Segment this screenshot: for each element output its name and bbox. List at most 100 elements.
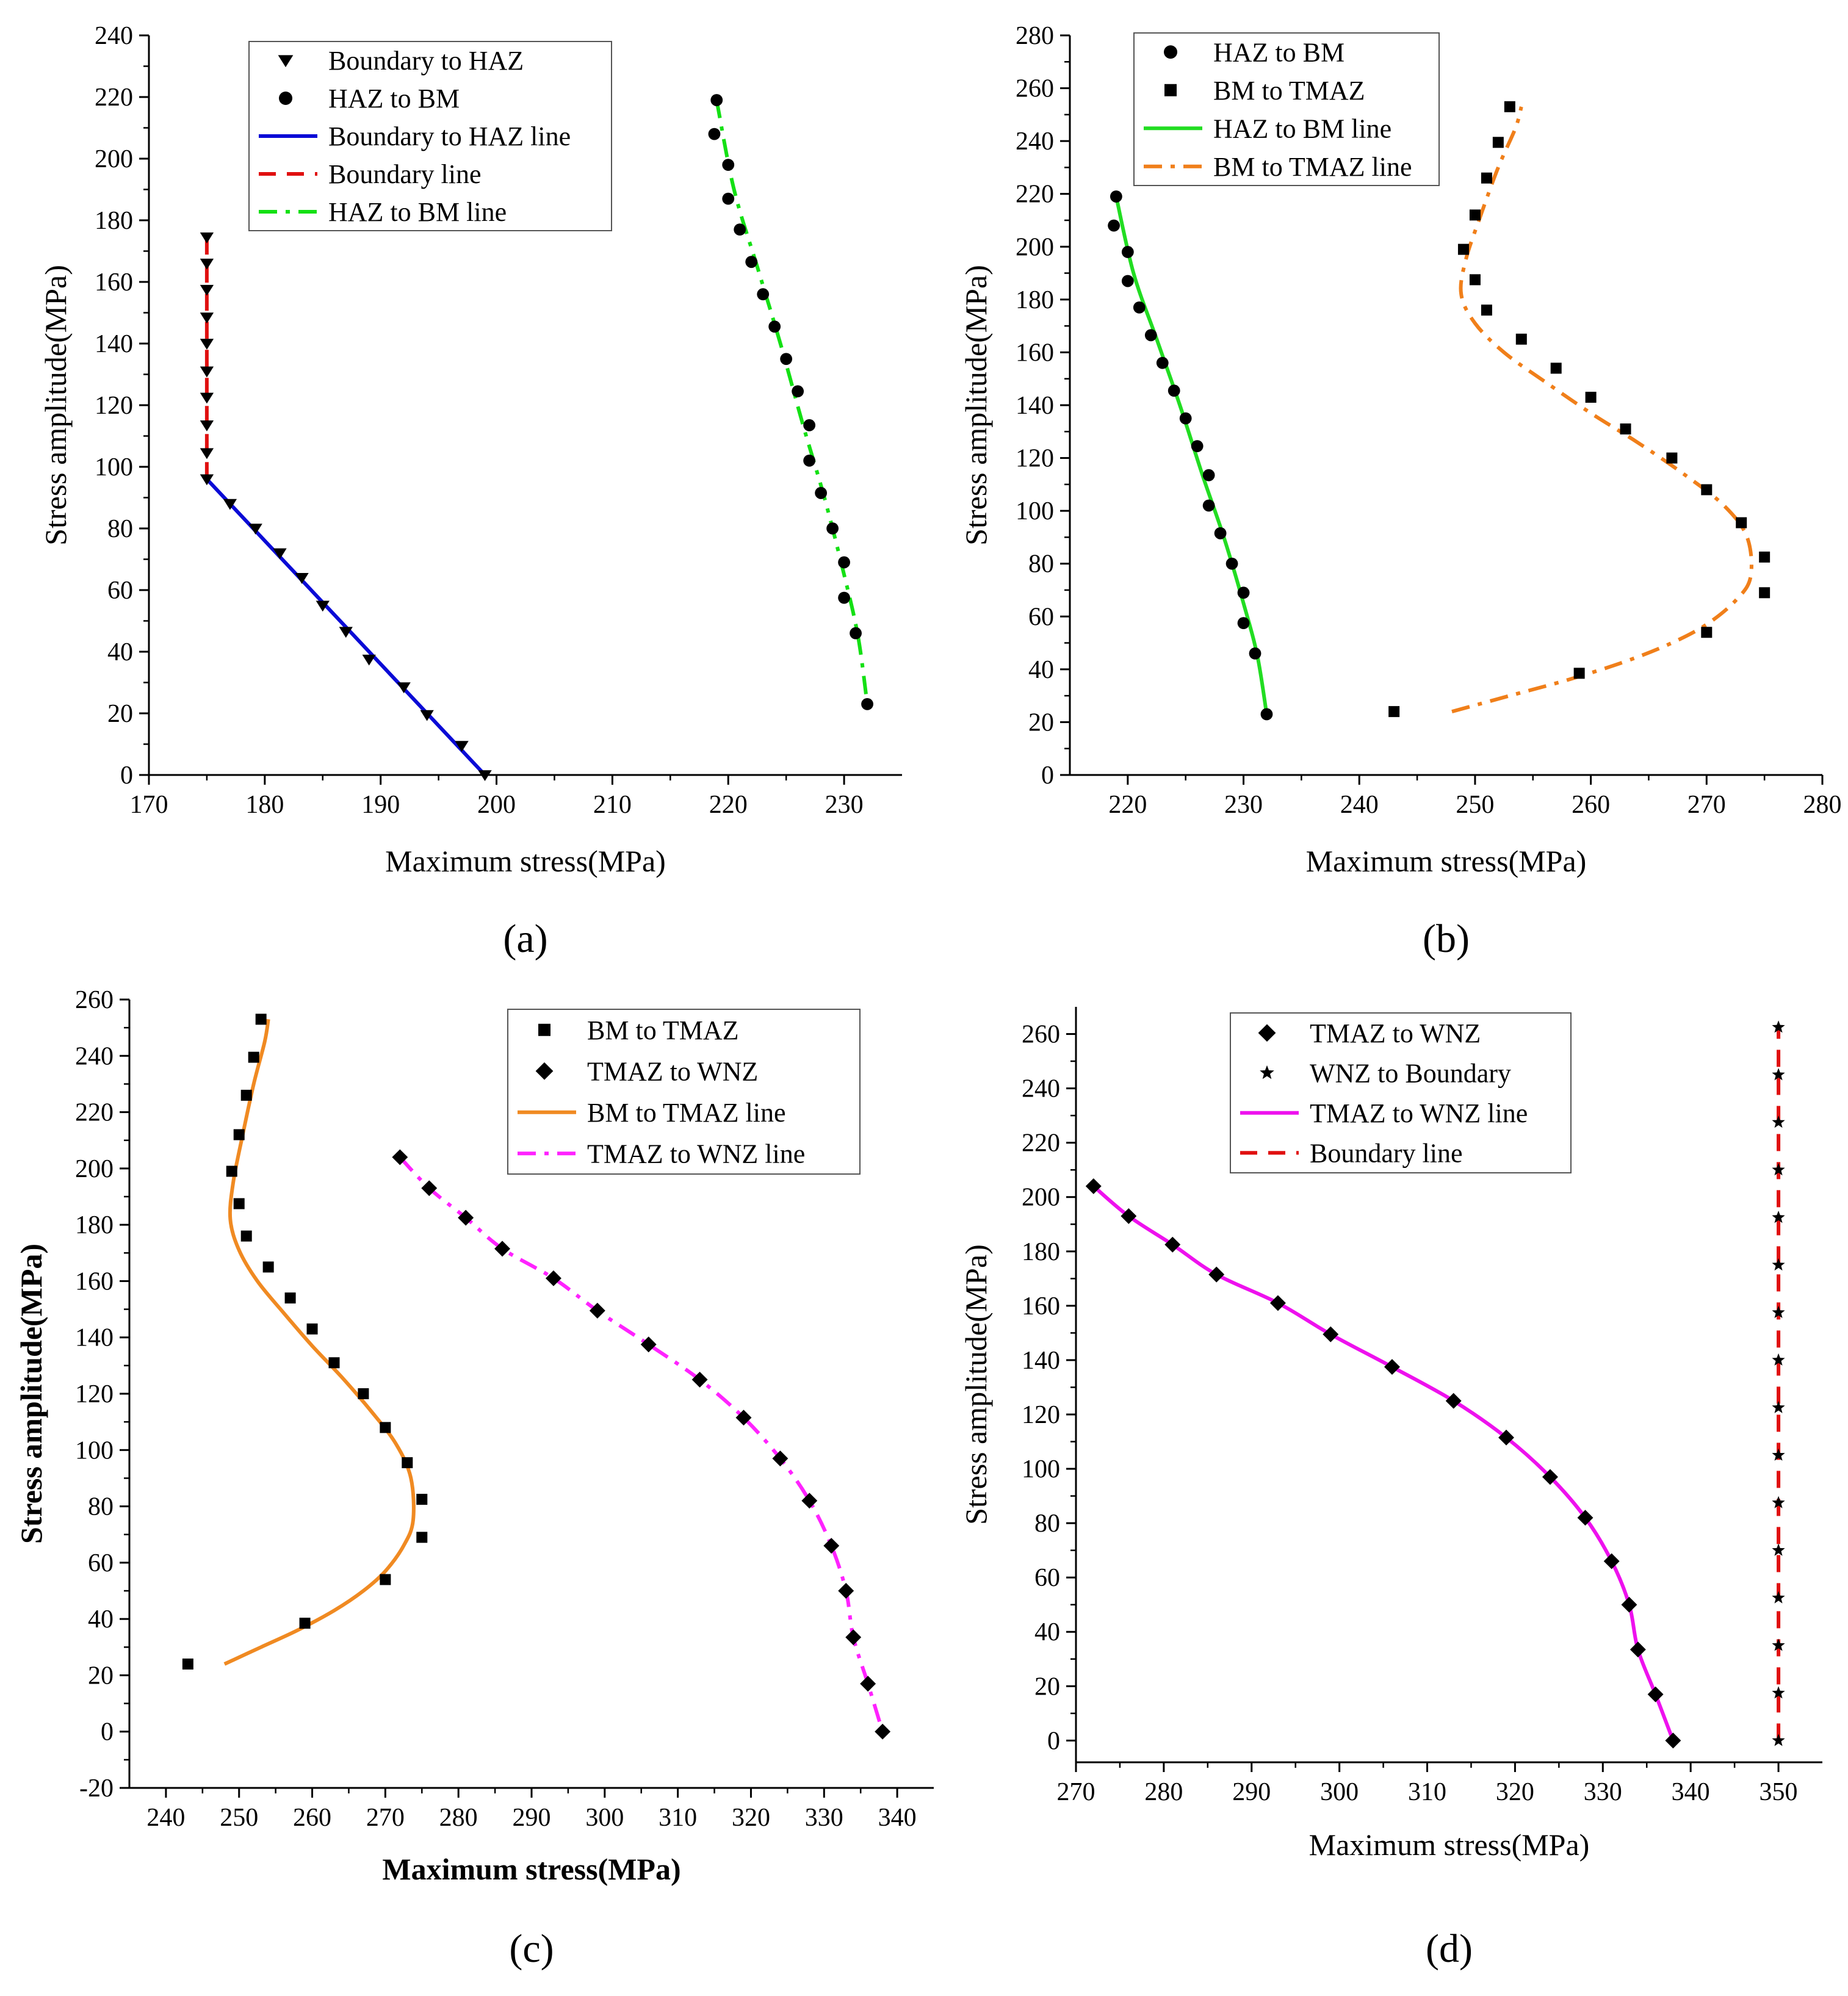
data-point (1701, 627, 1713, 638)
y-tick-label: 0 (1041, 762, 1054, 790)
data-point (1492, 137, 1504, 148)
data-point (1214, 527, 1227, 539)
x-tick-label: 300 (1320, 1778, 1359, 1806)
data-point (801, 1493, 818, 1509)
panel-label: (b) (1423, 917, 1470, 961)
x-tick-label: 290 (1232, 1778, 1271, 1806)
x-tick-label: 260 (293, 1804, 331, 1832)
data-point (823, 1538, 840, 1554)
data-point (1156, 356, 1169, 369)
data-point (850, 627, 862, 640)
y-tick-label: 200 (95, 145, 133, 173)
data-point (1469, 209, 1481, 221)
data-point (545, 1270, 561, 1286)
y-tick-label: 140 (95, 330, 133, 358)
legend-label: Boundary line (1310, 1138, 1463, 1168)
x-tick-label: 180 (245, 791, 284, 819)
panel-label: (c) (509, 1926, 554, 1971)
data-point (362, 654, 376, 666)
x-tick-label: 270 (366, 1804, 405, 1832)
chart-panel-c: 240 250 260 270 280 290 300 310 320 330 340 -20 0 20 4… (14, 986, 934, 1971)
data-point (1573, 668, 1585, 679)
legend-marker (1164, 84, 1177, 96)
y-tick-label: 140 (75, 1324, 114, 1352)
data-point (1168, 384, 1180, 397)
y-tick-label: 40 (88, 1605, 114, 1634)
data-point (1585, 392, 1597, 403)
series-line (223, 1018, 416, 1666)
x-tick-label: 190 (361, 791, 400, 819)
data-point (1085, 1178, 1102, 1194)
data-point (1772, 1400, 1785, 1413)
data-point (1603, 1553, 1620, 1569)
y-tick-label: 40 (1034, 1618, 1060, 1646)
data-point (838, 556, 850, 569)
data-point (1121, 246, 1134, 258)
y-tick-label: 60 (88, 1549, 114, 1577)
x-tick-label: 200 (477, 791, 516, 819)
data-point (200, 392, 214, 404)
legend-label: BM to TMAZ (1213, 76, 1365, 106)
data-point (1772, 1258, 1785, 1271)
data-point (1772, 1163, 1785, 1176)
data-point (722, 192, 735, 205)
x-tick-label: 280 (1144, 1778, 1183, 1806)
y-tick-label: -20 (79, 1774, 114, 1803)
data-point (1630, 1641, 1646, 1658)
x-tick-label: 280 (439, 1804, 478, 1832)
y-tick-label: 20 (1028, 708, 1054, 737)
y-tick-label: 240 (1022, 1075, 1060, 1103)
data-point (1772, 1353, 1785, 1366)
data-point (1249, 647, 1261, 660)
legend-label: TMAZ to WNZ line (587, 1139, 805, 1169)
legend-label: HAZ to BM line (1213, 113, 1391, 143)
y-tick-label: 260 (75, 986, 114, 1014)
data-point (1515, 333, 1527, 345)
legend-label: TMAZ to WNZ (1310, 1018, 1481, 1048)
legend-label: HAZ to BM line (328, 197, 507, 227)
y-tick-label: 220 (75, 1099, 114, 1127)
data-point (397, 682, 411, 694)
data-point (1202, 499, 1215, 512)
data-point (1772, 1448, 1785, 1461)
data-point (826, 522, 839, 535)
y-tick-label: 180 (95, 207, 133, 235)
data-point (710, 94, 723, 106)
data-point (240, 1230, 252, 1242)
data-point (860, 1676, 876, 1692)
legend-marker (535, 1062, 554, 1080)
x-tick-label: 340 (878, 1804, 917, 1832)
chart-panel-a: 170 180 190 200 210 220 230 0 20 40 60 80 100 120 140 1… (38, 22, 902, 961)
y-tick-label: 200 (75, 1155, 114, 1183)
data-point (1237, 617, 1250, 630)
legend-marker (1258, 1024, 1276, 1042)
data-point (1445, 1393, 1462, 1409)
data-point (1110, 190, 1122, 203)
y-tick-label: 80 (107, 515, 133, 543)
legend-marker (279, 92, 292, 105)
data-point (1498, 1429, 1514, 1446)
x-tick-label: 230 (1224, 791, 1263, 819)
data-point (233, 1129, 245, 1140)
y-tick-label: 80 (88, 1493, 114, 1521)
x-tick-label: 300 (585, 1804, 624, 1832)
data-point (392, 1149, 408, 1166)
data-point (1388, 706, 1400, 718)
data-point (803, 455, 816, 467)
legend-label: BM to TMAZ line (1213, 152, 1412, 182)
x-tick-label: 230 (825, 791, 864, 819)
legend-label: WNZ to Boundary (1310, 1058, 1511, 1088)
data-point (420, 710, 434, 721)
y-tick-label: 100 (75, 1436, 114, 1465)
data-point (1323, 1326, 1339, 1342)
y-tick-label: 180 (1022, 1238, 1060, 1266)
data-point (1504, 101, 1515, 112)
data-point (815, 487, 828, 499)
y-tick-label: 200 (1016, 233, 1054, 261)
data-point (200, 339, 214, 350)
data-point (223, 499, 237, 510)
data-point (200, 312, 214, 324)
series-line (715, 99, 869, 705)
data-point (745, 256, 758, 268)
legend-label: Boundary to HAZ (328, 46, 524, 76)
